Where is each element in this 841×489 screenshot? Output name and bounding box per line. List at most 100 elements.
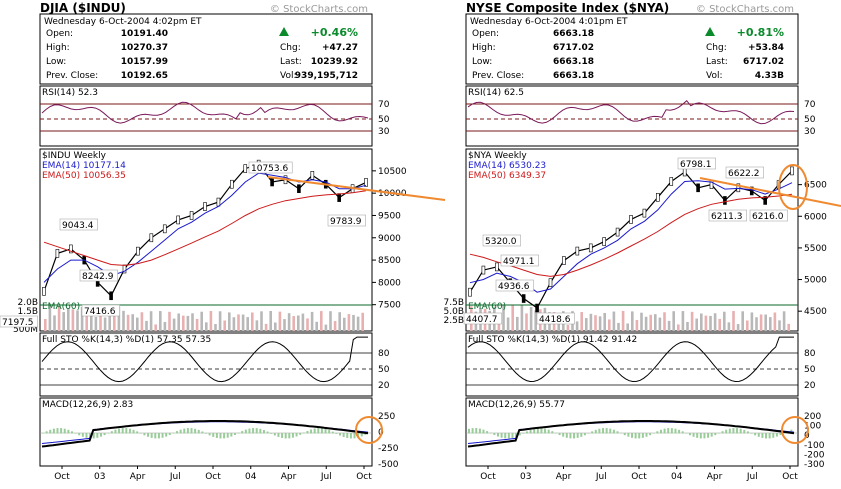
x-tick-label: Jul bbox=[169, 472, 181, 482]
volume-bar bbox=[723, 311, 726, 331]
volume-bar bbox=[168, 311, 171, 331]
macd-histogram-bar bbox=[507, 433, 510, 439]
price-label: $NYA Weekly bbox=[468, 151, 527, 161]
volume-bar bbox=[126, 314, 130, 331]
volume-bar bbox=[631, 311, 634, 331]
rsi-tick: 30 bbox=[378, 127, 390, 137]
macd-histogram-bar bbox=[710, 433, 713, 437]
macd-histogram-bar bbox=[583, 433, 586, 436]
macd-histogram-bar bbox=[99, 433, 102, 437]
price-annotation: 6216.0 bbox=[752, 212, 784, 222]
macd-histogram-bar bbox=[681, 431, 684, 434]
candle bbox=[656, 192, 660, 202]
macd-histogram-bar bbox=[255, 428, 258, 434]
x-tick-label: Oct bbox=[356, 472, 372, 482]
price-annotation: 4936.6 bbox=[498, 282, 530, 292]
volume-bar bbox=[333, 321, 337, 331]
macd-histogram-bar bbox=[518, 433, 521, 436]
price-annotation-box bbox=[59, 218, 98, 231]
volume-bar bbox=[690, 311, 694, 331]
price-annotation: 9043.4 bbox=[62, 221, 94, 231]
chart-panel-1: NYSE Composite Index ($NYA) © StockCharts… bbox=[444, 1, 841, 482]
macd-histogram-bar bbox=[186, 428, 189, 434]
volume-bar bbox=[113, 313, 116, 331]
x-tick-label: Jul bbox=[320, 472, 332, 482]
candle bbox=[588, 243, 593, 253]
quote-value-open: 10191.40 bbox=[121, 29, 168, 39]
price-annotation: 7197.5 bbox=[2, 318, 34, 328]
macd-histogram-bar bbox=[248, 428, 251, 434]
macd-histogram-bar bbox=[241, 431, 244, 434]
candle bbox=[69, 244, 73, 254]
macd-histogram-bar bbox=[143, 433, 146, 436]
volume-bar bbox=[154, 324, 157, 331]
volume-bar bbox=[301, 313, 305, 331]
volume-bar bbox=[191, 313, 194, 331]
volume-bar bbox=[172, 318, 176, 331]
macd-histogram-bar bbox=[194, 428, 197, 434]
price-annotation-box bbox=[708, 209, 747, 222]
quote-label-vol: Vol: bbox=[706, 71, 723, 81]
macd-histogram-bar bbox=[132, 429, 135, 434]
macd-histogram-bar bbox=[172, 432, 175, 434]
volume-bar bbox=[287, 313, 291, 331]
volume-bar bbox=[736, 324, 740, 331]
macd-histogram-bar bbox=[288, 433, 291, 439]
volume-ema-label: EMA(60) bbox=[42, 302, 80, 312]
volume-bar bbox=[306, 318, 309, 331]
price-tick-label: 7500 bbox=[378, 301, 401, 311]
price-tick-label: 6000 bbox=[804, 212, 827, 222]
macd-histogram-bar bbox=[547, 429, 550, 434]
candle bbox=[696, 183, 700, 193]
volume-bar bbox=[603, 312, 606, 331]
x-tick-label: Apr bbox=[281, 472, 297, 482]
volume-bar bbox=[557, 321, 560, 331]
macd-tick: -250 bbox=[378, 444, 399, 454]
price-annotation: 5320.0 bbox=[485, 237, 517, 247]
macd-histogram-bar bbox=[594, 429, 597, 434]
candle bbox=[521, 294, 526, 303]
candle bbox=[468, 287, 472, 297]
sto-tick: 80 bbox=[804, 349, 816, 359]
macd-histogram-bar bbox=[49, 429, 52, 434]
macd-histogram-bar bbox=[335, 433, 338, 434]
candle bbox=[481, 265, 486, 275]
quote-label-last: Last: bbox=[280, 57, 302, 67]
volume-bar bbox=[315, 321, 318, 331]
macd-histogram-bar bbox=[616, 431, 619, 434]
volume-bar bbox=[209, 311, 213, 331]
watermark: © StockCharts.com bbox=[696, 4, 794, 15]
macd-histogram-bar bbox=[219, 433, 222, 439]
price-annotation-box bbox=[482, 234, 521, 247]
volume-bar bbox=[145, 320, 148, 331]
volume-bar bbox=[223, 320, 226, 331]
candle bbox=[602, 237, 606, 246]
volume-tick-label: 7.5B bbox=[444, 298, 465, 308]
macd-histogram-bar bbox=[667, 428, 670, 434]
macd-histogram-bar bbox=[281, 433, 284, 438]
volume-bar bbox=[713, 313, 717, 331]
macd-histogram-bar bbox=[656, 431, 659, 434]
pct-change: +0.46% bbox=[311, 26, 358, 39]
macd-histogram-bar bbox=[161, 433, 164, 438]
macd-histogram-bar bbox=[489, 432, 492, 434]
price-panel bbox=[39, 148, 373, 332]
highlight-circle bbox=[355, 416, 383, 444]
macd-histogram-bar bbox=[150, 433, 153, 438]
quote-value-low: 6663.18 bbox=[553, 57, 594, 67]
volume-bar bbox=[80, 306, 84, 331]
macd-histogram-bar bbox=[634, 433, 637, 439]
macd-histogram-bar bbox=[775, 433, 778, 437]
macd-histogram-bar bbox=[746, 431, 749, 434]
macd-histogram-bar bbox=[353, 433, 356, 439]
x-tick-label: Oct bbox=[480, 472, 496, 482]
sto-panel bbox=[465, 332, 799, 397]
price-annotation: 4407.7 bbox=[466, 315, 498, 325]
volume-bar bbox=[232, 317, 236, 331]
volume-bar bbox=[260, 311, 263, 331]
candle bbox=[203, 202, 207, 211]
macd-histogram-bar bbox=[324, 428, 327, 434]
macd-histogram-bar bbox=[598, 428, 601, 434]
macd-histogram-bar bbox=[168, 433, 171, 436]
